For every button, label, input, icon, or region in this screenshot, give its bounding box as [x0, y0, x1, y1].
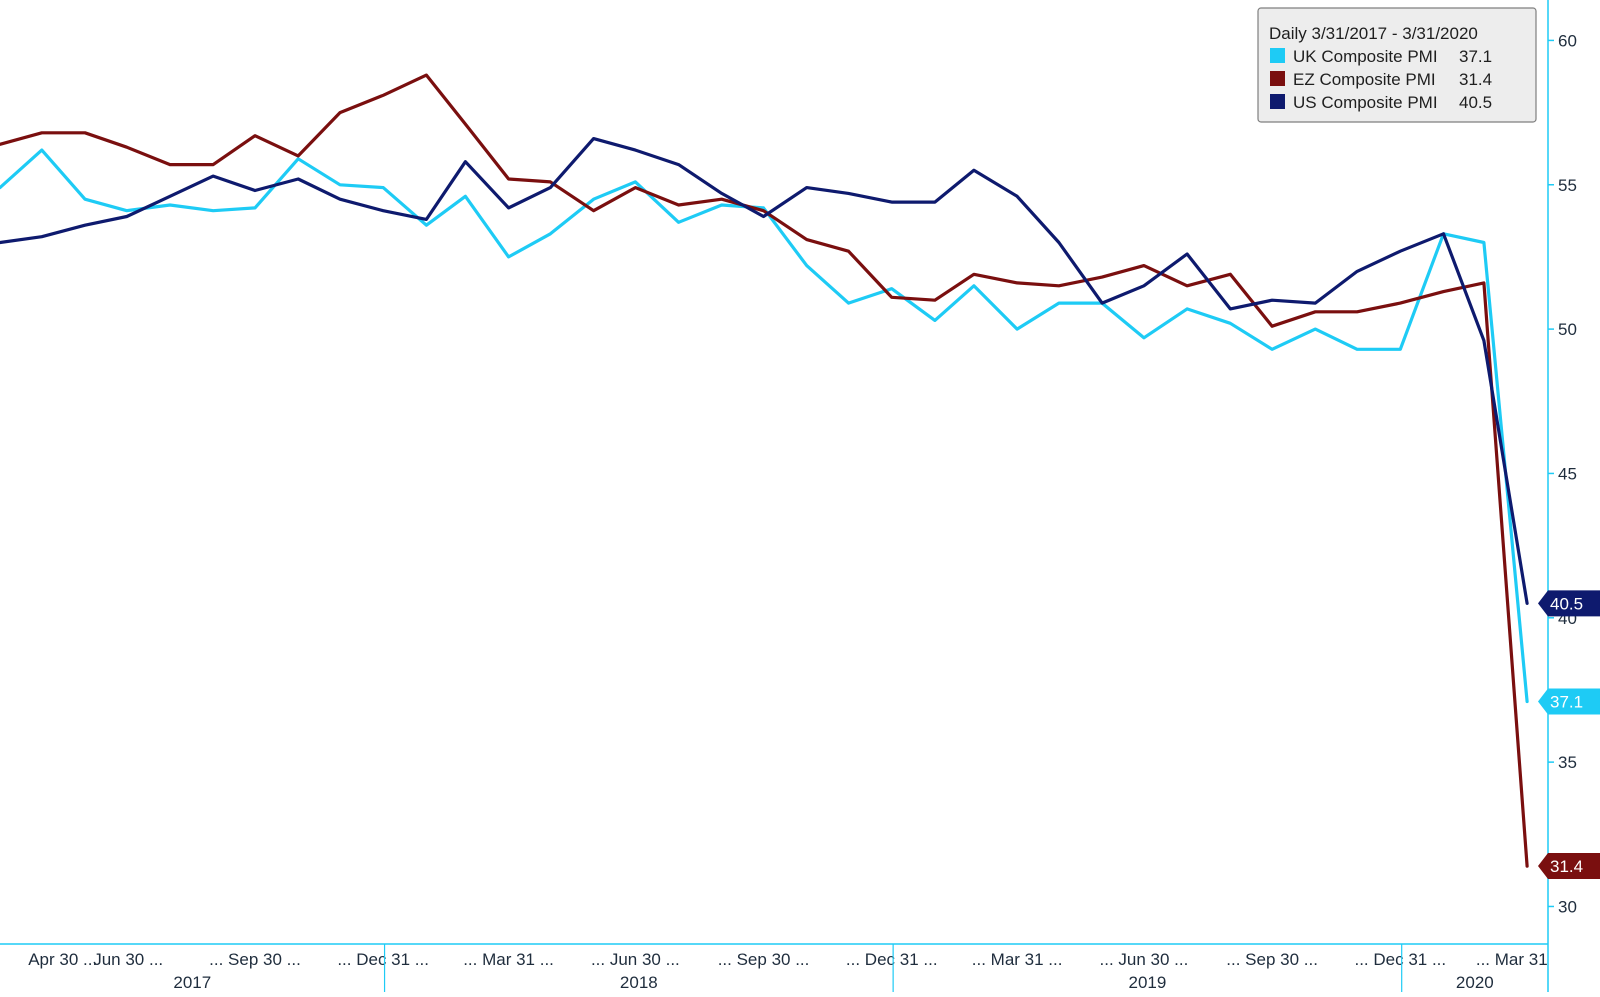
- end-value-label: 40.5: [1538, 590, 1600, 617]
- legend-value-uk: 37.1: [1459, 47, 1492, 66]
- series-line-ez: [0, 73, 1529, 868]
- legend-label-uk: UK Composite PMI: [1293, 47, 1438, 66]
- legend-box: [1257, 7, 1537, 123]
- end-value-badge: [1538, 590, 1600, 617]
- end-value-text: 31.4: [1550, 857, 1583, 876]
- end-value-labels: 40.5 37.1 31.4: [1538, 590, 1600, 880]
- legend-value-ez: 31.4: [1459, 70, 1492, 89]
- x-tick-label: ... Sep 30 ...: [1226, 950, 1318, 969]
- year-label: 2019: [1129, 973, 1167, 992]
- y-tick-label: 30: [1558, 897, 1577, 916]
- legend-label-us: US Composite PMI: [1293, 93, 1438, 112]
- x-tick-label: ... Dec 31 ...: [1354, 950, 1446, 969]
- y-tick-label: 45: [1558, 464, 1577, 483]
- y-tick-label: 55: [1558, 176, 1577, 195]
- end-value-badge: [1538, 853, 1600, 880]
- year-label: 2020: [1456, 973, 1494, 992]
- legend-label-ez: EZ Composite PMI: [1293, 70, 1436, 89]
- legend-swatch-us: [1270, 94, 1285, 109]
- legend-value-us: 40.5: [1459, 93, 1492, 112]
- x-tick-label: ... Mar 31 ...: [463, 950, 554, 969]
- x-tick-label: ... Dec 31 ...: [337, 950, 429, 969]
- year-label: 2018: [620, 973, 658, 992]
- x-tick-label: Jun 30 ...: [93, 950, 163, 969]
- y-tick-label: 60: [1558, 31, 1577, 50]
- year-label: 2017: [173, 973, 211, 992]
- x-axis: Apr 30 ...Jun 30 ... ... Sep 30 ... ... De…: [0, 943, 1548, 992]
- end-value-badge: [1538, 688, 1600, 715]
- series-line-uk: [0, 148, 1529, 704]
- end-value-text: 37.1: [1550, 693, 1583, 712]
- x-tick-label: Apr 30 ...: [28, 950, 97, 969]
- x-tick-label: ... Sep 30 ...: [209, 950, 301, 969]
- legend-swatch-uk: [1270, 48, 1285, 63]
- x-tick-label: ... Mar 31 ...: [972, 950, 1063, 969]
- x-tick-label: ... Sep 30 ...: [718, 950, 810, 969]
- end-value-text: 40.5: [1550, 594, 1583, 613]
- y-tick-label: 50: [1558, 320, 1577, 339]
- legend: Daily 3/31/2017 - 3/31/2020 UK Composite…: [1257, 7, 1537, 123]
- end-value-label: 37.1: [1538, 688, 1600, 715]
- legend-swatch-ez: [1270, 71, 1285, 86]
- series-layer: [0, 73, 1529, 868]
- series-line-us: [0, 137, 1529, 606]
- x-tick-label: ... Jun 30 ...: [1100, 950, 1189, 969]
- x-tick-label: ... Dec 31 ...: [846, 950, 938, 969]
- x-tick-label: ... Jun 30 ...: [591, 950, 680, 969]
- x-tick-label: ... Mar 31: [1476, 950, 1548, 969]
- end-value-label: 31.4: [1538, 853, 1600, 880]
- y-tick-label: 35: [1558, 753, 1577, 772]
- legend-title: Daily 3/31/2017 - 3/31/2020: [1269, 24, 1478, 43]
